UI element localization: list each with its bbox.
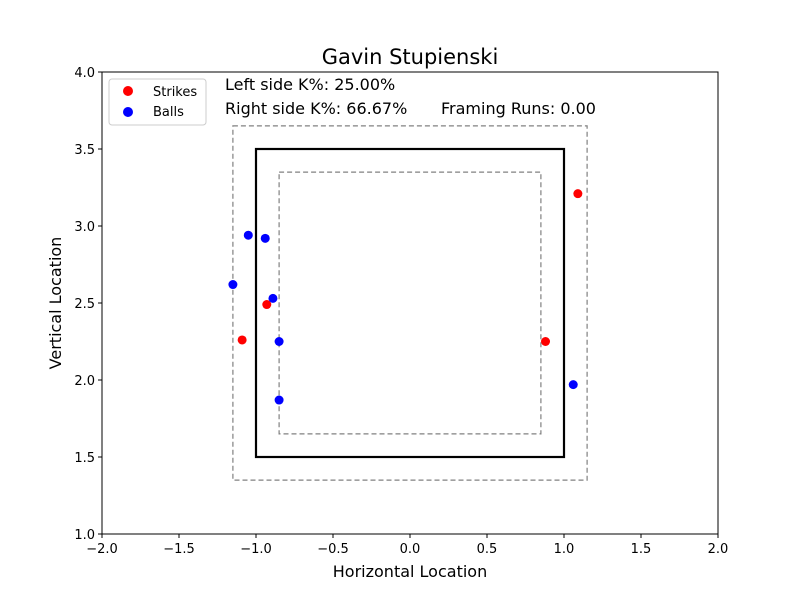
y-tick-label: 1.5 — [74, 451, 95, 466]
x-tick-label: −1.0 — [240, 542, 272, 557]
x-tick-label: 0.0 — [400, 542, 421, 557]
y-tick-label: 3.0 — [74, 220, 95, 235]
y-tick-label: 3.5 — [74, 143, 95, 158]
y-axis-label: Vertical Location — [46, 237, 65, 370]
data-points — [228, 189, 583, 405]
legend: Strikes Balls — [108, 78, 207, 126]
left-k-annotation: Left side K%: 25.00% — [225, 75, 395, 94]
x-axis-ticks: −2.0 −1.5 −1.0 −0.5 0.0 0.5 1.0 1.5 2.0 — [86, 534, 728, 557]
inner-shadow-zone — [278, 171, 542, 435]
x-tick-label: −2.0 — [86, 542, 118, 557]
y-tick-label: 1.0 — [74, 528, 95, 543]
legend-strikes-marker — [123, 86, 133, 96]
plot-area — [101, 71, 719, 535]
x-tick-label: −1.5 — [163, 542, 195, 557]
balls-point — [568, 380, 578, 390]
x-tick-label: 1.5 — [631, 542, 652, 557]
balls-point — [274, 337, 284, 346]
strikes-point — [573, 189, 583, 199]
strikes-point — [262, 300, 272, 310]
balls-point — [228, 280, 238, 290]
chart-title: Gavin Stupienski — [322, 45, 499, 69]
balls-point — [243, 230, 253, 240]
y-tick-label: 2.0 — [74, 374, 95, 389]
strikes-point — [541, 337, 551, 346]
x-tick-label: −0.5 — [317, 542, 349, 557]
balls-point — [260, 233, 270, 243]
strikes-point — [237, 335, 247, 345]
legend-balls-marker — [123, 107, 133, 117]
framing-runs-annotation: Framing Runs: 0.00 — [441, 99, 596, 118]
x-tick-label: 2.0 — [708, 542, 729, 557]
y-tick-label: 2.5 — [74, 297, 95, 312]
y-axis-ticks: 1.0 1.5 2.0 2.5 3.0 3.5 4.0 — [74, 66, 102, 543]
x-axis-label: Horizontal Location — [333, 562, 487, 581]
balls-point — [274, 395, 284, 405]
zones-group — [232, 125, 588, 481]
outer-shadow-zone — [232, 125, 588, 481]
strike-zone — [254, 147, 566, 459]
x-tick-label: 0.5 — [477, 542, 498, 557]
legend-balls-label: Balls — [153, 105, 184, 120]
y-tick-label: 4.0 — [74, 66, 95, 81]
right-k-annotation: Right side K%: 66.67% — [225, 99, 407, 118]
x-tick-label: 1.0 — [554, 542, 575, 557]
balls-point — [268, 293, 278, 303]
legend-strikes-label: Strikes — [153, 85, 197, 100]
legend-box — [108, 78, 207, 126]
